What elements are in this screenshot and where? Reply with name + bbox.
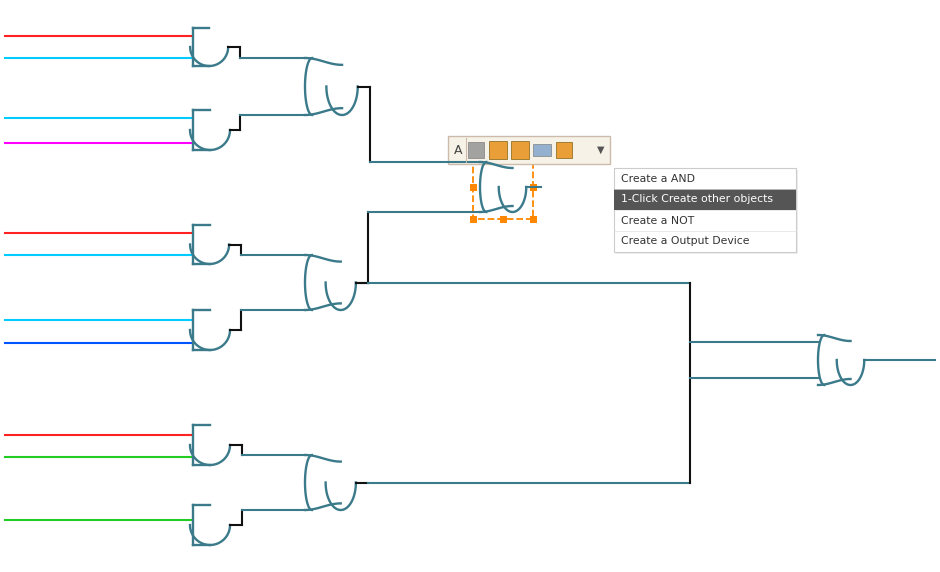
Text: Create a AND: Create a AND (621, 173, 695, 184)
Bar (500, 152, 507, 158)
Text: Create a Output Device: Create a Output Device (621, 236, 749, 247)
Text: ▼: ▼ (597, 145, 604, 155)
Bar (469, 184, 477, 190)
Bar (489, 141, 507, 159)
Bar (614, 168, 796, 252)
Bar (469, 216, 477, 223)
Bar (556, 142, 572, 158)
Bar (468, 142, 484, 158)
Text: A: A (454, 144, 462, 157)
Text: Create a NOT: Create a NOT (621, 216, 695, 225)
Bar (473, 155, 533, 219)
Bar (530, 216, 537, 223)
Bar (469, 152, 477, 158)
Bar (448, 136, 610, 164)
Text: 1-Click Create other objects: 1-Click Create other objects (621, 194, 773, 205)
Bar (533, 144, 551, 156)
Bar (616, 170, 798, 254)
Bar (530, 152, 537, 158)
Bar (511, 141, 529, 159)
Bar (500, 216, 507, 223)
Bar (530, 184, 537, 190)
Bar (614, 189, 796, 210)
